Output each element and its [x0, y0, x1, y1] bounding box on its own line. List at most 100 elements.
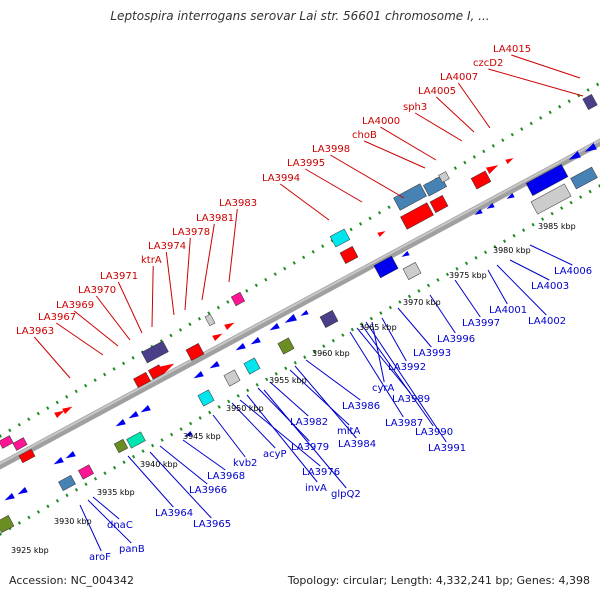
top-feature-box-17[interactable] — [393, 183, 427, 211]
bottom-feature-box-8[interactable] — [126, 431, 146, 449]
gene-label-la3963[interactable]: LA3963 — [16, 326, 54, 337]
top-feature-box-15[interactable] — [339, 246, 359, 264]
top-feature-box-19[interactable] — [400, 202, 434, 230]
bottom-feature-arrow-21[interactable] — [268, 322, 280, 333]
bottom-feature-arrow-11[interactable] — [139, 404, 151, 415]
gene-label-arof[interactable]: aroF — [89, 552, 111, 563]
top-feature-arrow-24[interactable] — [505, 156, 514, 165]
gene-label-la3982[interactable]: LA3982 — [290, 417, 328, 428]
gene-label-la3971[interactable]: LA3971 — [100, 271, 138, 282]
gene-label-sph3[interactable]: sph3 — [403, 102, 427, 113]
gene-label-la3967[interactable]: LA3967 — [38, 312, 76, 323]
bottom-feature-box-3[interactable] — [58, 474, 76, 492]
bottom-feature-arrow-5[interactable] — [52, 456, 64, 467]
bottom-feature-arrow-14[interactable] — [192, 370, 204, 381]
gene-label-la3994[interactable]: LA3994 — [262, 173, 300, 184]
gene-label-la4006[interactable]: LA4006 — [554, 266, 592, 277]
bottom-feature-arrow-35[interactable] — [505, 192, 515, 201]
bottom-feature-box-0[interactable] — [0, 515, 15, 533]
gene-label-la3984[interactable]: LA3984 — [338, 439, 376, 450]
top-feature-box-0[interactable] — [0, 435, 14, 449]
gene-label-inva[interactable]: invA — [305, 483, 327, 494]
top-feature-arrow-3[interactable] — [54, 408, 66, 419]
gene-label-mlta[interactable]: mltA — [337, 426, 360, 437]
bottom-feature-box-26[interactable] — [402, 262, 422, 280]
bottom-feature-arrow-10[interactable] — [127, 410, 139, 421]
bottom-feature-box-31[interactable] — [530, 183, 572, 215]
top-feature-box-10[interactable] — [204, 313, 216, 327]
bottom-feature-arrow-19[interactable] — [249, 336, 261, 347]
top-feature-box-22[interactable] — [470, 170, 492, 190]
gene-label-la4003[interactable]: LA4003 — [531, 281, 569, 292]
gene-label-acyp[interactable]: acyP — [263, 449, 287, 460]
gene-label-la3978[interactable]: LA3978 — [172, 227, 210, 238]
gene-label-la3979[interactable]: LA3979 — [291, 442, 329, 453]
bottom-feature-arrow-28[interactable] — [473, 208, 483, 217]
gene-label-chob[interactable]: choB — [352, 130, 377, 141]
gene-label-la3981[interactable]: LA3981 — [196, 213, 234, 224]
bottom-feature-arrow-9[interactable] — [114, 418, 126, 429]
top-feature-box-2[interactable] — [18, 448, 36, 464]
gene-label-la3965[interactable]: LA3965 — [193, 519, 231, 530]
top-feature-box-21[interactable] — [438, 171, 450, 183]
top-feature-box-20[interactable] — [429, 195, 449, 213]
gene-label-panb[interactable]: panB — [119, 544, 145, 555]
top-feature-box-6[interactable] — [133, 371, 151, 389]
gene-label-la3995[interactable]: LA3995 — [287, 158, 325, 169]
bottom-feature-arrow-34[interactable] — [583, 142, 597, 155]
bottom-feature-box-23[interactable] — [319, 310, 339, 328]
top-feature-arrow-16[interactable] — [377, 229, 386, 238]
top-feature-arrow-4[interactable] — [62, 404, 74, 415]
bottom-feature-arrow-24[interactable] — [299, 309, 309, 318]
bottom-feature-arrow-15[interactable] — [208, 360, 220, 371]
bottom-feature-box-16[interactable] — [223, 369, 241, 387]
gene-label-la4000[interactable]: LA4000 — [362, 116, 400, 127]
gene-label-cyra[interactable]: cyrA — [372, 383, 395, 394]
gene-label-la4007[interactable]: LA4007 — [440, 72, 478, 83]
bottom-feature-arrow-6[interactable] — [64, 450, 76, 461]
top-feature-box-5[interactable] — [141, 340, 169, 364]
gene-label-la3986[interactable]: LA3986 — [342, 401, 380, 412]
gene-label-la3989[interactable]: LA3989 — [392, 394, 430, 405]
gene-label-la3993[interactable]: LA3993 — [413, 348, 451, 359]
gene-label-la3996[interactable]: LA3996 — [437, 334, 475, 345]
bottom-feature-arrow-33[interactable] — [567, 150, 581, 163]
bottom-feature-arrow-27[interactable] — [400, 250, 410, 259]
bottom-feature-box-30[interactable] — [525, 164, 569, 196]
gene-label-la3964[interactable]: LA3964 — [155, 508, 193, 519]
bottom-feature-box-13[interactable] — [197, 389, 215, 407]
gene-label-la3998[interactable]: LA3998 — [312, 144, 350, 155]
top-feature-arrow-12[interactable] — [224, 320, 236, 331]
top-feature-arrow-23[interactable] — [486, 162, 500, 175]
top-feature-arrow-8[interactable] — [159, 360, 176, 375]
gene-label-czcd2[interactable]: czcD2 — [473, 58, 503, 69]
top-feature-box-9[interactable] — [185, 343, 205, 361]
gene-label-la4002[interactable]: LA4002 — [528, 316, 566, 327]
gene-label-la3990[interactable]: LA3990 — [415, 427, 453, 438]
gene-label-la4001[interactable]: LA4001 — [489, 305, 527, 316]
gene-label-la3970[interactable]: LA3970 — [78, 285, 116, 296]
gene-label-la3991[interactable]: LA3991 — [428, 443, 466, 454]
gene-label-dnac[interactable]: dnaC — [107, 520, 133, 531]
bottom-feature-arrow-18[interactable] — [234, 342, 246, 353]
bottom-feature-arrow-29[interactable] — [485, 202, 495, 211]
gene-label-kvb2[interactable]: kvb2 — [233, 458, 257, 469]
top-feature-box-25[interactable] — [582, 94, 598, 110]
gene-label-la4015[interactable]: LA4015 — [493, 44, 531, 55]
gene-label-la3987[interactable]: LA3987 — [385, 418, 423, 429]
gene-label-glpq2[interactable]: glpQ2 — [331, 489, 361, 500]
gene-label-la3974[interactable]: LA3974 — [148, 241, 186, 252]
bottom-feature-arrow-12[interactable] — [183, 430, 193, 439]
bottom-feature-box-7[interactable] — [113, 438, 129, 454]
top-feature-arrow-11[interactable] — [212, 331, 224, 342]
bottom-feature-box-20[interactable] — [277, 337, 295, 355]
bottom-feature-box-17[interactable] — [243, 357, 261, 375]
bottom-feature-box-32[interactable] — [570, 166, 598, 190]
gene-label-la4005[interactable]: LA4005 — [418, 86, 456, 97]
gene-label-la3997[interactable]: LA3997 — [462, 318, 500, 329]
top-feature-box-13[interactable] — [230, 291, 246, 307]
bottom-feature-box-25[interactable] — [373, 255, 399, 279]
bottom-feature-arrow-1[interactable] — [3, 492, 15, 503]
top-feature-box-1[interactable] — [12, 437, 28, 451]
